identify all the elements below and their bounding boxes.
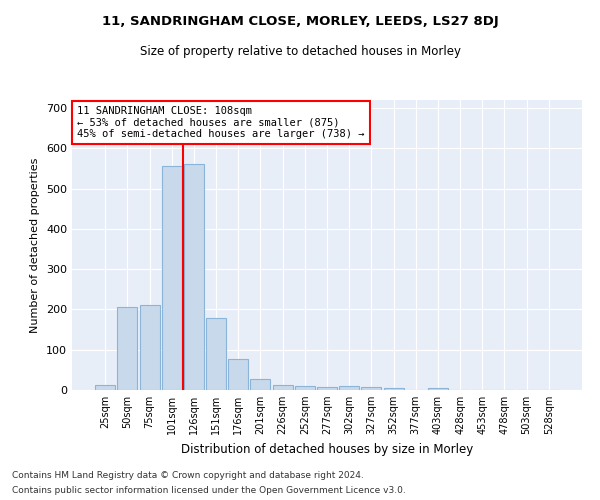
Bar: [184, 164, 204, 390]
Bar: [118, 308, 137, 390]
Bar: [228, 358, 248, 390]
Bar: [428, 388, 448, 390]
Bar: [317, 387, 337, 390]
Bar: [250, 378, 271, 390]
Text: Contains public sector information licensed under the Open Government Licence v3: Contains public sector information licen…: [12, 486, 406, 495]
Y-axis label: Number of detached properties: Number of detached properties: [31, 158, 40, 332]
Text: Contains HM Land Registry data © Crown copyright and database right 2024.: Contains HM Land Registry data © Crown c…: [12, 471, 364, 480]
Bar: [383, 388, 404, 390]
Bar: [206, 318, 226, 390]
Text: 11, SANDRINGHAM CLOSE, MORLEY, LEEDS, LS27 8DJ: 11, SANDRINGHAM CLOSE, MORLEY, LEEDS, LS…: [101, 15, 499, 28]
Bar: [140, 306, 160, 390]
Bar: [361, 387, 382, 390]
Text: Size of property relative to detached houses in Morley: Size of property relative to detached ho…: [139, 45, 461, 58]
Bar: [95, 385, 115, 390]
Bar: [295, 386, 315, 390]
X-axis label: Distribution of detached houses by size in Morley: Distribution of detached houses by size …: [181, 442, 473, 456]
Text: 11 SANDRINGHAM CLOSE: 108sqm
← 53% of detached houses are smaller (875)
45% of s: 11 SANDRINGHAM CLOSE: 108sqm ← 53% of de…: [77, 106, 365, 139]
Bar: [162, 166, 182, 390]
Bar: [339, 386, 359, 390]
Bar: [272, 385, 293, 390]
